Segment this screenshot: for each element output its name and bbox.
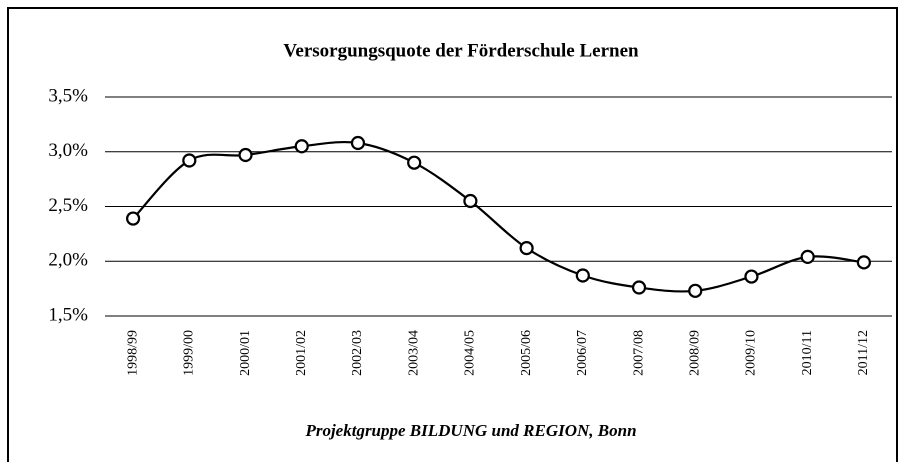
x-tick-label: 2011/12 [856,330,871,375]
data-point [463,193,478,209]
data-line [132,140,865,293]
x-tick-label: 2009/10 [744,330,759,376]
x-tick-label: 2001/02 [294,330,309,376]
data-point [294,139,309,154]
data-point [800,249,815,264]
data-point [631,280,647,295]
x-tick-label: 1999/00 [182,330,197,376]
y-tick-label: 3,0% [48,140,88,161]
data-point [744,269,759,284]
y-tick-label: 3,5% [48,85,88,106]
x-tick-label: 1998/99 [125,330,140,376]
x-tick-label: 2006/07 [575,330,590,376]
x-tick-label: 2004/05 [463,330,478,376]
x-tick-label: 2005/06 [519,330,534,376]
data-point [407,155,422,170]
x-tick-label: 2000/01 [238,330,253,376]
data-point [182,153,197,168]
chart-frame [7,7,898,462]
x-tick-label: 2007/08 [631,330,646,376]
data-point [126,211,141,226]
x-tick-label: 2002/03 [350,330,365,376]
chart-title: Versorgungsquote der Förderschule Lernen [283,40,639,61]
data-point [688,283,703,298]
y-tick-label: 2,5% [48,195,88,216]
data-point [238,147,253,163]
data-point [519,241,534,256]
data-point [856,255,871,270]
data-point [575,268,590,283]
y-tick-label: 2,0% [48,250,88,271]
x-tick-label: 2008/09 [687,330,702,376]
x-tick-label: 2010/11 [800,330,815,375]
x-tick-label: 2003/04 [406,330,421,376]
y-tick-label: 1,5% [48,304,88,325]
data-point [350,135,366,151]
footer: Projektgruppe BILDUNG und REGION, Bonn [304,421,636,440]
